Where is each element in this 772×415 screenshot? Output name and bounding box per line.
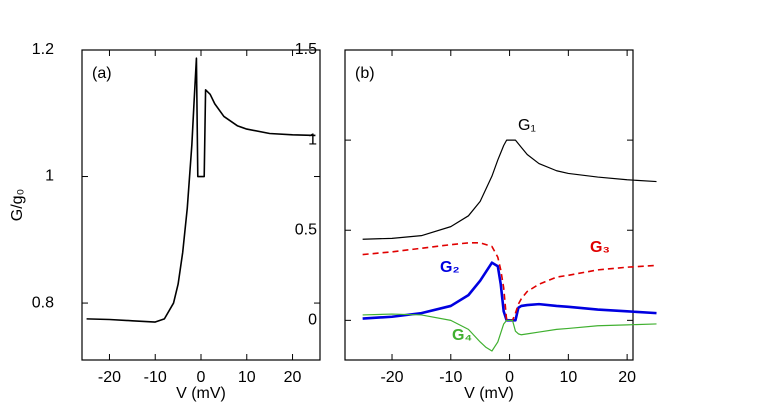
data-line — [362, 313, 657, 352]
frame-a — [81, 49, 321, 361]
y-tick-label: 1 — [45, 168, 54, 185]
panel-label: (a) — [92, 65, 112, 82]
series-label: G₃ — [590, 239, 610, 256]
x-tick-label: 10 — [559, 369, 577, 386]
x-tick-label: -20 — [98, 369, 121, 386]
data-line — [362, 242, 657, 322]
series-label: G₂ — [440, 259, 460, 276]
y-tick-label: 1.2 — [32, 41, 54, 58]
x-tick-label: 0 — [197, 369, 206, 386]
y-tick-label: 0.5 — [295, 221, 317, 238]
x-axis-label: V (mV) — [464, 385, 514, 402]
x-tick-label: 10 — [238, 369, 256, 386]
x-tick-label: 20 — [284, 369, 302, 386]
y-tick-label: 0 — [308, 312, 317, 329]
x-tick-label: -10 — [439, 369, 462, 386]
x-tick-label: 20 — [618, 369, 636, 386]
series-label: G₄ — [452, 327, 472, 344]
x-tick-label: 0 — [505, 369, 514, 386]
y-tick-label: 1.5 — [295, 41, 317, 58]
y-axis-label: G/g₀ — [9, 189, 26, 221]
frame-b — [344, 49, 634, 361]
panel-label: (b) — [355, 65, 375, 82]
data-line — [86, 57, 316, 323]
x-tick-label: -10 — [144, 369, 167, 386]
x-tick-label: -20 — [380, 369, 403, 386]
data-line — [362, 139, 657, 240]
y-tick-label: 0.8 — [32, 294, 54, 311]
x-axis-label: V (mV) — [176, 385, 226, 402]
data-line — [362, 261, 657, 322]
series-label: G₁ — [518, 117, 536, 134]
y-tick-label: 1 — [308, 131, 317, 148]
